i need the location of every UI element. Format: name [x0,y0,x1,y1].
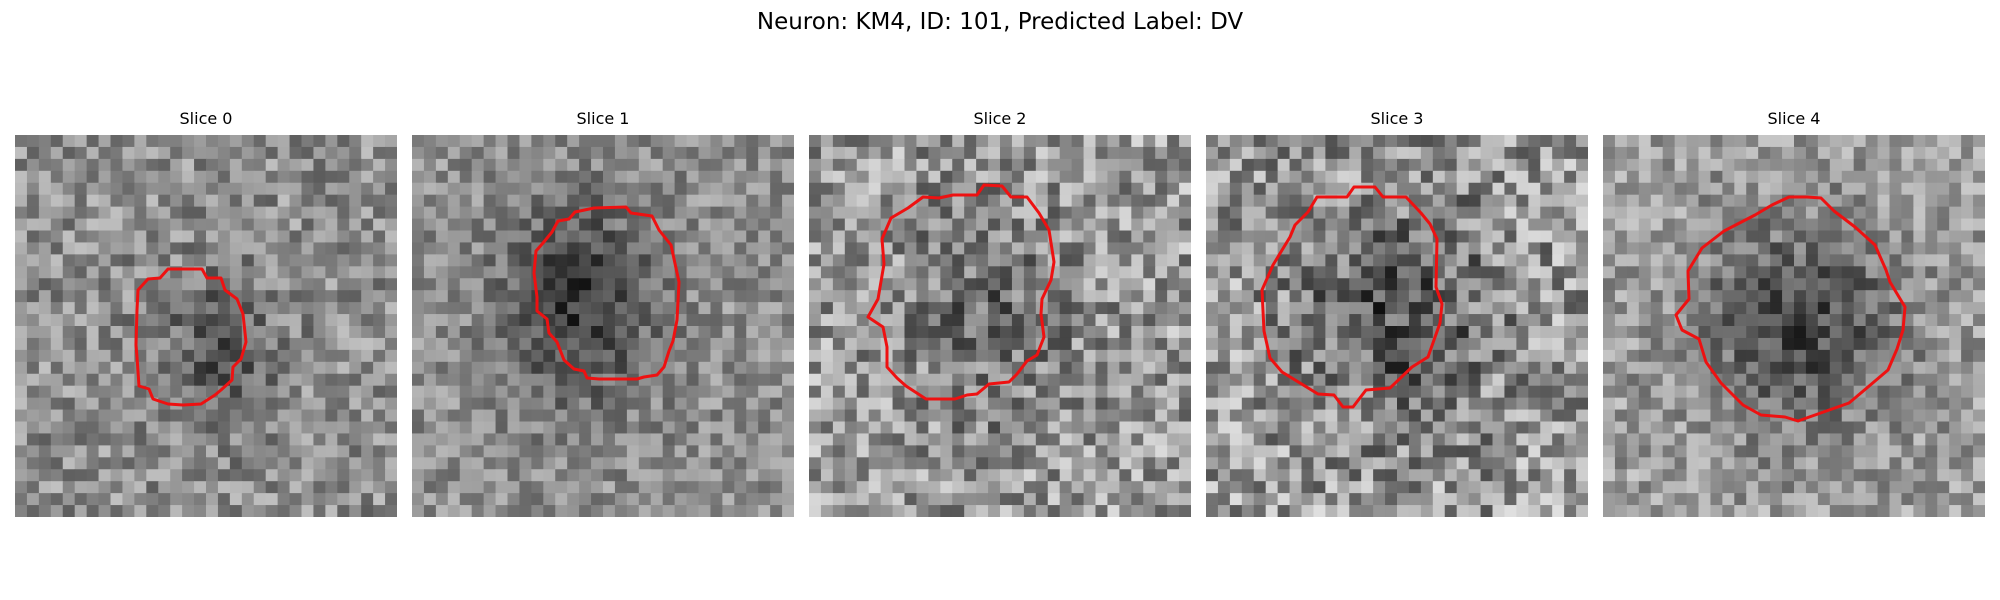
slice-2-neuron-contour [866,183,1056,401]
slice-1-neuron-contour [532,205,681,381]
slice-2-grayscale-pixels [809,135,1191,517]
slice-title-2: Slice 2 [973,109,1027,128]
slice-3-grayscale-pixels [1206,135,1588,517]
slice-panel-2: Slice 2 [809,108,1191,528]
slice-image-0 [15,135,397,517]
slice-panel-3: Slice 3 [1206,108,1588,528]
slice-panel-1: Slice 1 [412,108,794,528]
slice-title-1: Slice 1 [576,109,630,128]
slice-1-grayscale-pixels [412,135,794,517]
slice-0-neuron-contour [134,267,248,407]
figure-title: Neuron: KM4, ID: 101, Predicted Label: D… [756,9,1244,35]
slice-3-neuron-contour [1260,185,1444,409]
slice-title-4: Slice 4 [1767,109,1821,128]
slice-image-2 [809,135,1191,517]
slice-title-0: Slice 0 [179,109,233,128]
slice-title-3: Slice 3 [1370,109,1424,128]
slice-image-1 [412,135,794,517]
slice-4-grayscale-pixels [1603,135,1985,517]
slice-image-4 [1603,135,1985,517]
slice-4-neuron-contour [1674,195,1907,423]
slice-panel-0: Slice 0 [15,108,397,528]
slice-panel-4: Slice 4 [1603,108,1985,528]
slice-0-grayscale-pixels [15,135,397,517]
slice-image-3 [1206,135,1588,517]
